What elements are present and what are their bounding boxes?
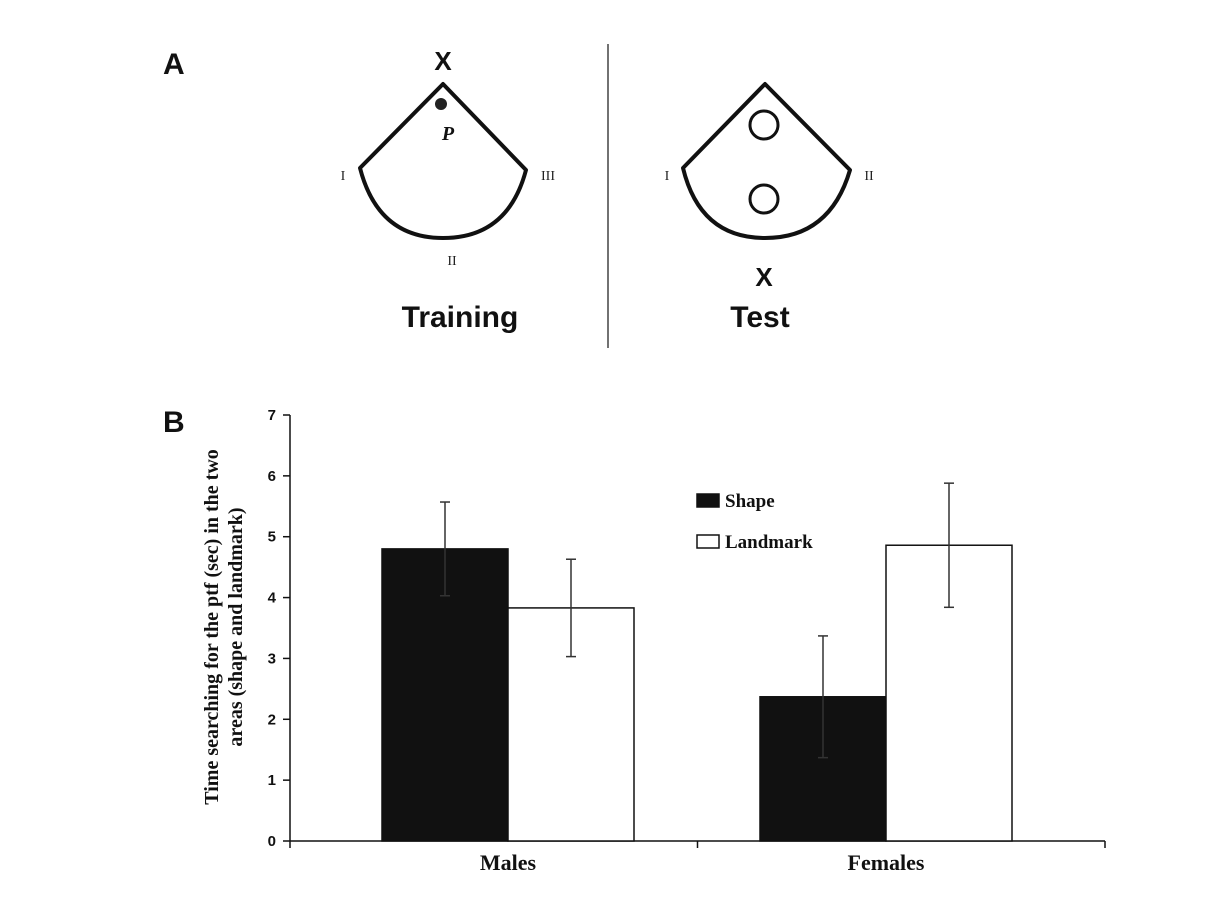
- legend-swatch-shape: [696, 493, 720, 508]
- training-side-label-3: III: [541, 169, 555, 184]
- y-axis-title-line-2: areas (shape and landmark): [225, 507, 247, 746]
- x-category-label-males: Males: [480, 850, 537, 875]
- test-arena: I II X Test: [665, 82, 874, 334]
- y-tick-label: 6: [268, 468, 276, 485]
- panel-b-label: B: [163, 406, 185, 439]
- test-x-marker: X: [755, 262, 773, 292]
- y-tick-label: 5: [268, 529, 276, 546]
- legend-label-shape: Shape: [725, 491, 775, 512]
- training-side-label-1: I: [341, 169, 346, 184]
- training-x-marker: X: [434, 46, 452, 76]
- panel-a: A X P I II III Training I II X Test: [163, 44, 874, 348]
- legend-label-landmark: Landmark: [725, 532, 813, 553]
- test-caption: Test: [730, 301, 789, 334]
- test-side-label-2: II: [864, 169, 874, 184]
- y-tick-label: 7: [268, 407, 276, 424]
- legend-swatch-landmark: [696, 534, 720, 549]
- panel-b: B Time searching for the ptf (sec) in th…: [163, 406, 1106, 875]
- training-arena: X P I II III Training: [341, 46, 556, 334]
- test-landmark-upper: [748, 109, 780, 141]
- test-landmark-lower: [748, 183, 780, 215]
- bar-shape-males: [381, 548, 509, 842]
- y-axis-title: Time searching for the ptf (sec) in the …: [201, 449, 247, 805]
- training-platform-label: P: [441, 123, 455, 145]
- training-side-label-2: II: [447, 254, 457, 269]
- y-tick-label: 0: [268, 833, 276, 850]
- y-tick-label: 3: [268, 650, 276, 667]
- bar-chart: 0 1 2 3 4 5 6 7 Males Females Shape Landmark: [268, 407, 1106, 875]
- panel-a-label: A: [163, 48, 185, 81]
- y-tick-label: 4: [268, 590, 277, 607]
- test-arena-outline: [681, 82, 852, 240]
- training-caption: Training: [402, 301, 519, 334]
- test-side-label-1: I: [665, 169, 670, 184]
- y-axis-title-line-1: Time searching for the ptf (sec) in the …: [201, 449, 223, 805]
- y-tick-label: 1: [268, 772, 276, 789]
- x-category-label-females: Females: [848, 850, 925, 875]
- y-tick-label: 2: [268, 711, 276, 728]
- training-arena-outline: [358, 82, 528, 240]
- training-platform-dot: [435, 98, 447, 110]
